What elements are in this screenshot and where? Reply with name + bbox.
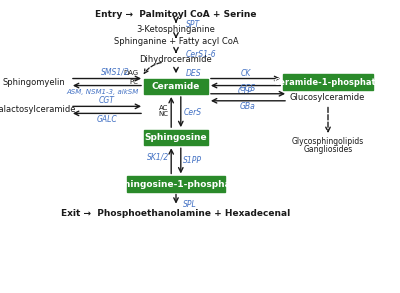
- Text: 3-Ketosphinganine: 3-Ketosphinganine: [136, 25, 216, 34]
- Text: C1P: C1P: [238, 87, 253, 96]
- Text: GBa: GBa: [240, 102, 256, 111]
- Text: SPT: SPT: [186, 20, 200, 28]
- Text: SMS1/2: SMS1/2: [101, 67, 129, 76]
- Text: Sphinganine + Fatty acyl CoA: Sphinganine + Fatty acyl CoA: [114, 37, 238, 46]
- Text: Ceramide-1-phosphate: Ceramide-1-phosphate: [274, 78, 382, 86]
- Text: CerS1-6: CerS1-6: [186, 50, 217, 59]
- Text: NC: NC: [159, 111, 169, 117]
- Text: CK: CK: [240, 69, 251, 78]
- Text: DES: DES: [186, 69, 202, 78]
- Text: Dihydroceramide: Dihydroceramide: [140, 55, 212, 64]
- Text: Sphingosine-1-phosphate: Sphingosine-1-phosphate: [111, 180, 241, 188]
- Text: Ceramide: Ceramide: [152, 82, 200, 91]
- Text: Exit →  Phosphoethanolamine + Hexadecenal: Exit → Phosphoethanolamine + Hexadecenal: [61, 209, 291, 218]
- Text: ASM, NSM1-3, alkSM: ASM, NSM1-3, alkSM: [67, 89, 139, 95]
- Text: AC: AC: [160, 105, 169, 111]
- FancyBboxPatch shape: [283, 74, 373, 90]
- Text: SPL: SPL: [183, 200, 197, 209]
- FancyBboxPatch shape: [127, 176, 225, 192]
- Text: Glycosphingolipids: Glycosphingolipids: [292, 137, 364, 146]
- Text: SK1/2: SK1/2: [146, 153, 169, 162]
- Text: Entry →  Palmitoyl CoA + Serine: Entry → Palmitoyl CoA + Serine: [95, 10, 257, 19]
- Text: Galactosylceramide: Galactosylceramide: [0, 105, 76, 114]
- Text: GALC: GALC: [97, 115, 117, 124]
- Text: DAG: DAG: [123, 70, 138, 76]
- Text: Gangliosides: Gangliosides: [303, 145, 353, 154]
- FancyBboxPatch shape: [144, 79, 208, 94]
- FancyBboxPatch shape: [144, 130, 208, 145]
- Text: Sphingosine: Sphingosine: [145, 133, 207, 142]
- Text: Glucosylceramide: Glucosylceramide: [290, 93, 365, 102]
- Text: CerS: CerS: [183, 108, 201, 117]
- Text: S1PP: S1PP: [183, 156, 202, 165]
- Text: GCS: GCS: [240, 84, 256, 93]
- Text: Sphingomyelin: Sphingomyelin: [3, 78, 65, 86]
- Text: CGT: CGT: [99, 96, 115, 105]
- Text: PC: PC: [129, 79, 138, 85]
